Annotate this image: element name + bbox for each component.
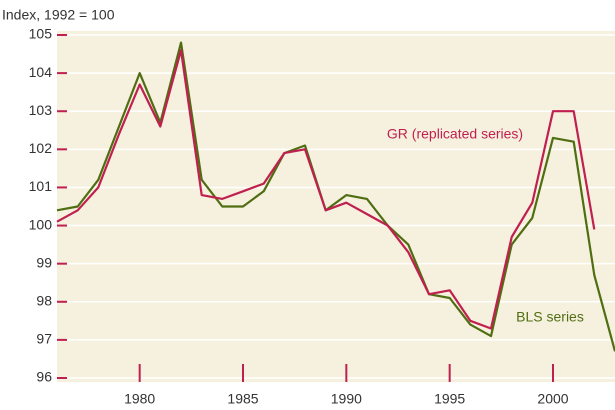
- series-line: [56, 49, 596, 330]
- y-tick-label: 98: [36, 292, 52, 308]
- x-tick-label: 1990: [331, 391, 362, 407]
- y-tick-label: 101: [29, 178, 53, 194]
- y-tick-label: 102: [29, 140, 53, 156]
- y-tick-label: 100: [29, 216, 53, 232]
- x-tick-label: 1995: [434, 391, 465, 407]
- y-axis-label: Index, 1992 = 100: [2, 7, 115, 23]
- y-tick-label: 104: [29, 64, 53, 80]
- x-tick-label: 1980: [124, 391, 155, 407]
- x-tick-label: 1985: [227, 391, 258, 407]
- y-tick-label: 97: [36, 331, 52, 347]
- x-tick-label: 2000: [537, 391, 568, 407]
- y-tick-label: 105: [29, 26, 53, 42]
- series-label: GR (replicated series): [387, 126, 523, 142]
- series-line: [56, 41, 615, 352]
- y-tick-label: 99: [36, 254, 52, 270]
- y-tick-label: 96: [36, 369, 52, 385]
- series-label: BLS series: [516, 309, 584, 325]
- y-tick-label: 103: [29, 102, 53, 118]
